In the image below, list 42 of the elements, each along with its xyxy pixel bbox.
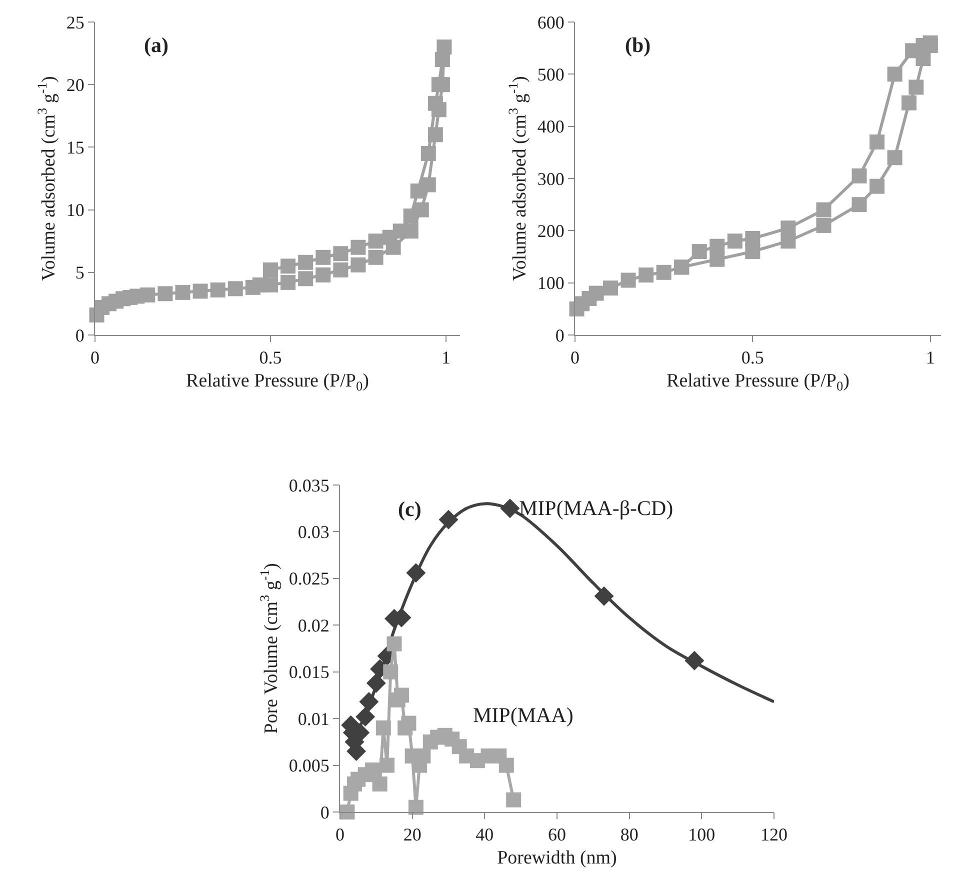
x-tick-label: 0 xyxy=(336,824,344,845)
y-tick-label: 0.035 xyxy=(288,475,330,496)
y-tick-label: 100 xyxy=(537,273,564,294)
text: (b) xyxy=(625,33,651,57)
x-tick-label: 0 xyxy=(90,348,100,368)
y-tick-label: 600 xyxy=(537,12,564,32)
x-tick-label: 80 xyxy=(620,824,638,845)
text: (c) xyxy=(398,497,422,521)
y-tick-label: 0.01 xyxy=(298,708,330,729)
x-tick-label: 0.5 xyxy=(741,348,764,368)
series-label: MIP(MAA-β-CD) xyxy=(519,496,674,520)
y-tick-label: 15 xyxy=(66,138,84,158)
text: (a) xyxy=(144,33,168,57)
y-tick-label: 0 xyxy=(555,325,564,346)
y-tick-label: 200 xyxy=(537,220,564,241)
x-tick-label: 100 xyxy=(688,824,716,845)
y-tick-label: 0.025 xyxy=(288,568,330,589)
y-tick-label: 0 xyxy=(320,802,330,822)
y-tick-label: 0.02 xyxy=(298,615,330,636)
x-axis-title: Relative Pressure (P/P$_{0}$) xyxy=(666,370,850,394)
y-tick-label: 400 xyxy=(537,116,564,137)
x-tick-label: 120 xyxy=(760,824,788,845)
y-tick-label: 0 xyxy=(75,325,84,346)
x-tick-label: 20 xyxy=(403,824,422,845)
y-tick-label: 500 xyxy=(537,64,564,84)
y-tick-label: 5 xyxy=(75,262,84,283)
x-axis-title: Porewidth (nm) xyxy=(497,847,617,868)
y-tick-label: 0.03 xyxy=(298,522,330,542)
x-tick-label: 1 xyxy=(441,348,450,368)
x-tick-label: 0 xyxy=(570,348,580,368)
x-axis-title: Relative Pressure (P/P$_{0}$) xyxy=(186,370,369,394)
x-tick-label: 60 xyxy=(548,824,566,845)
series-label: MIP(MAA) xyxy=(473,703,574,727)
y-tick-label: 20 xyxy=(66,74,84,95)
y-tick-label: 0.015 xyxy=(288,662,330,682)
x-tick-label: 40 xyxy=(476,824,494,845)
y-tick-label: 300 xyxy=(537,168,564,189)
y-tick-label: 0.005 xyxy=(288,756,330,776)
y-tick-label: 10 xyxy=(66,200,84,220)
y-tick-label: 25 xyxy=(66,12,84,32)
x-tick-label: 0.5 xyxy=(259,348,282,368)
x-tick-label: 1 xyxy=(926,348,935,368)
